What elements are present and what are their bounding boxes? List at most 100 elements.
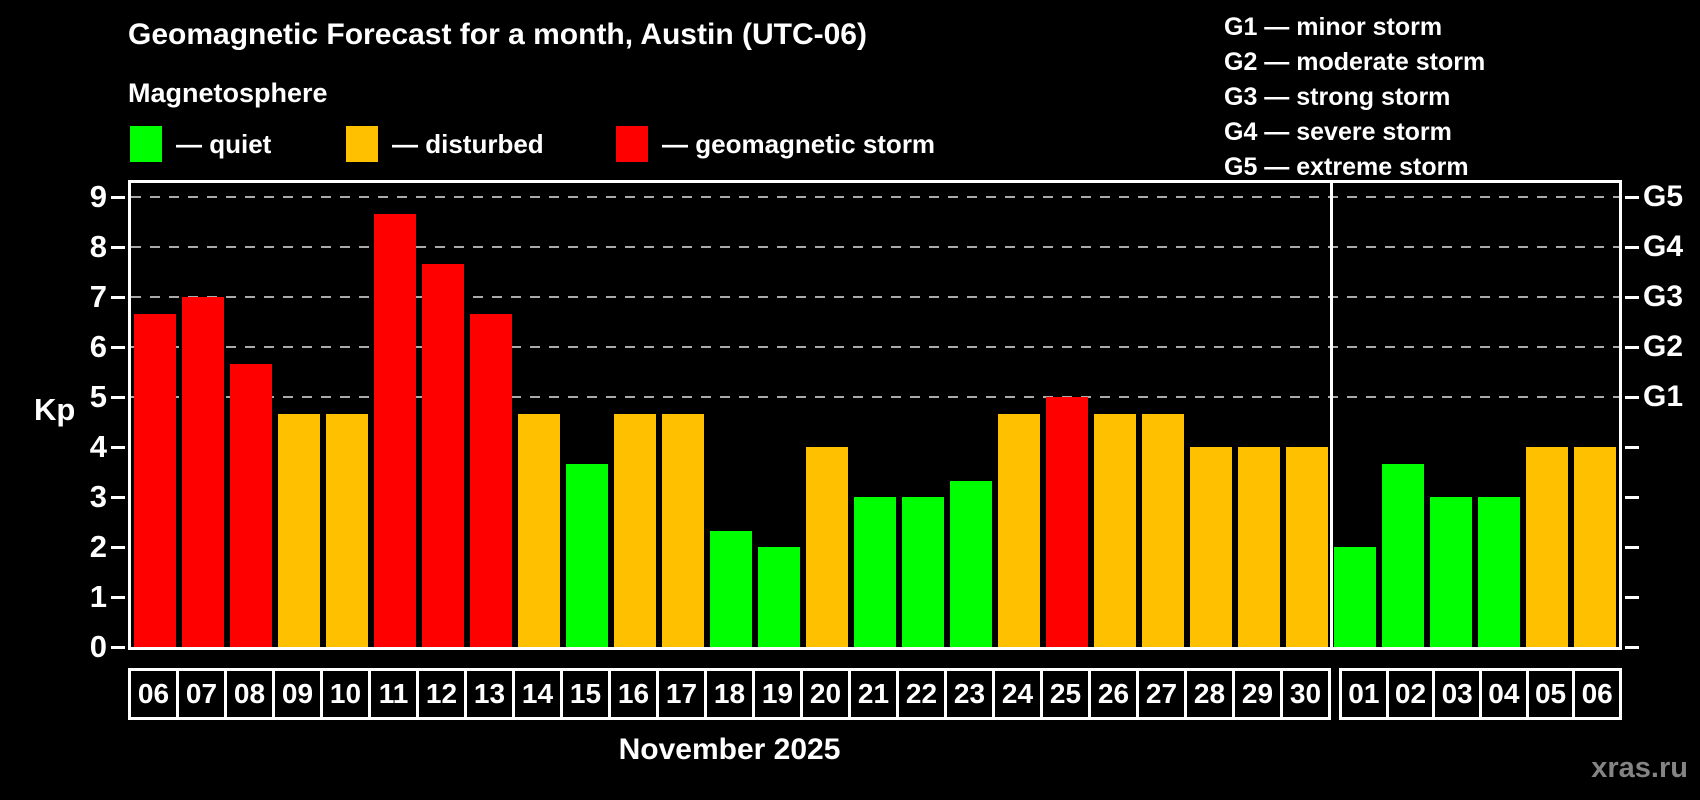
y-axis-tick-left-5 bbox=[111, 395, 125, 399]
day-label-dec-04: 04 bbox=[1479, 668, 1529, 720]
kp-bar-day-10 bbox=[326, 413, 368, 647]
day-label-nov-30: 30 bbox=[1280, 668, 1331, 720]
g-legend-line-g4: G4 — severe storm bbox=[1224, 118, 1452, 146]
day-label-dec-05: 05 bbox=[1525, 668, 1576, 720]
g-legend-line-g5: G5 — extreme storm bbox=[1224, 153, 1469, 181]
y-axis-label-2: 2 bbox=[89, 529, 107, 564]
day-label-nov-25: 25 bbox=[1040, 668, 1091, 720]
kp-bar-day-18 bbox=[710, 530, 752, 647]
g-axis-label-g4: G4 bbox=[1643, 230, 1684, 263]
y-axis-tick-right-3 bbox=[1625, 495, 1639, 499]
y-axis-tick-left-7 bbox=[111, 295, 125, 299]
kp-bar-day-17 bbox=[662, 413, 704, 647]
y-axis-label-8: 8 bbox=[89, 229, 107, 264]
g-axis-label-g3: G3 bbox=[1643, 280, 1684, 313]
day-label-nov-24: 24 bbox=[992, 668, 1043, 720]
kp-bar-day-29 bbox=[1238, 447, 1280, 647]
y-axis-tick-left-3 bbox=[111, 495, 125, 499]
kp-bar-day-07 bbox=[182, 297, 224, 647]
kp-bar-day-16 bbox=[614, 413, 656, 647]
day-label-row-november: 06 07 08 09 10 11 12 13 14 15 16 17 18 19 20 21 22 23 24 25… bbox=[128, 668, 1331, 720]
kp-bar-day-21 bbox=[854, 497, 896, 647]
kp-bar-day-12 bbox=[422, 263, 464, 647]
day-label-nov-29: 29 bbox=[1232, 668, 1283, 720]
month-separator bbox=[1329, 183, 1333, 647]
kp-bar-day-26 bbox=[1094, 413, 1136, 647]
legend-item-disturbed: — disturbed bbox=[346, 126, 544, 162]
page-title: Geomagnetic Forecast for a month, Austin… bbox=[128, 18, 867, 51]
y-axis-label-3: 3 bbox=[89, 479, 107, 514]
kp-bar-day-30 bbox=[1286, 447, 1328, 647]
day-label-dec-03: 03 bbox=[1432, 668, 1483, 720]
y-axis-label-0: 0 bbox=[89, 629, 107, 664]
kp-bar-day-11 bbox=[374, 213, 416, 647]
y-axis-tick-left-6 bbox=[111, 345, 125, 349]
y-axis-label-5: 5 bbox=[89, 379, 107, 414]
storm-color-swatch bbox=[616, 126, 648, 162]
y-axis-tick-left-2 bbox=[111, 545, 125, 549]
g-scale-legend: G1 — minor storm G2 — moderate storm G3 … bbox=[1224, 10, 1485, 185]
day-label-nov-27: 27 bbox=[1136, 668, 1187, 720]
day-label-nov-07: 07 bbox=[176, 668, 227, 720]
kp-bar-chart: 0 1 2 3 4 5 6 7 8 9 G1 G2 G3 G4 G5 bbox=[90, 179, 1683, 664]
day-label-nov-20: 20 bbox=[800, 668, 851, 720]
kp-bar-day-27 bbox=[1142, 413, 1184, 647]
kp-bar-day-01 bbox=[1334, 547, 1376, 647]
disturbed-color-swatch bbox=[346, 126, 378, 162]
day-label-nov-06: 06 bbox=[128, 668, 179, 720]
gridline-kp-8 bbox=[131, 246, 1619, 248]
g-axis-label-g1: G1 bbox=[1643, 380, 1684, 413]
y-axis-tick-left-1 bbox=[111, 595, 125, 599]
y-axis-label-4: 4 bbox=[89, 429, 107, 464]
month-label: November 2025 bbox=[618, 733, 841, 766]
y-axis-label-1: 1 bbox=[89, 579, 107, 614]
day-label-dec-06: 06 bbox=[1572, 668, 1623, 720]
kp-bar-day-24 bbox=[998, 413, 1040, 647]
day-label-nov-09: 09 bbox=[272, 668, 323, 720]
legend-label-disturbed: — disturbed bbox=[392, 128, 544, 159]
g-legend-line-g1: G1 — minor storm bbox=[1224, 13, 1443, 41]
kp-bar-day-06 bbox=[134, 313, 176, 647]
legend-label-quiet: — quiet bbox=[176, 128, 272, 159]
gridline-kp-5 bbox=[131, 396, 1619, 398]
day-label-nov-10: 10 bbox=[320, 668, 371, 720]
kp-bar-day-06 bbox=[1574, 447, 1616, 647]
day-label-nov-14: 14 bbox=[512, 668, 563, 720]
y-axis-tick-right-4 bbox=[1625, 445, 1639, 449]
kp-bar-day-23 bbox=[950, 480, 992, 647]
day-label-row-december: 01 02 03 04 05 06 bbox=[1339, 668, 1623, 720]
day-label-nov-17: 17 bbox=[656, 668, 707, 720]
day-label-nov-19: 19 bbox=[752, 668, 803, 720]
day-label-nov-15: 15 bbox=[560, 668, 611, 720]
kp-bar-day-15 bbox=[566, 463, 608, 647]
y-axis-title: Kp bbox=[34, 392, 76, 427]
kp-bar-day-04 bbox=[1478, 497, 1520, 647]
day-label-nov-22: 22 bbox=[896, 668, 947, 720]
kp-bar-day-22 bbox=[902, 497, 944, 647]
quiet-color-swatch bbox=[130, 126, 162, 162]
y-axis-label-6: 6 bbox=[89, 329, 107, 364]
y-axis-label-9: 9 bbox=[89, 179, 107, 214]
y-axis-tick-left-8 bbox=[111, 245, 125, 249]
day-label-nov-12: 12 bbox=[416, 668, 467, 720]
day-label-nov-16: 16 bbox=[608, 668, 659, 720]
y-axis-tick-left-9 bbox=[111, 195, 125, 199]
day-label-nov-08: 08 bbox=[224, 668, 275, 720]
kp-bar-day-05 bbox=[1526, 447, 1568, 647]
kp-bar-day-25 bbox=[1046, 397, 1088, 647]
day-label-nov-26: 26 bbox=[1088, 668, 1139, 720]
kp-bar-day-28 bbox=[1190, 447, 1232, 647]
y-axis-tick-left-4 bbox=[111, 445, 125, 449]
day-label-dec-01: 01 bbox=[1339, 668, 1389, 720]
g-legend-line-g3: G3 — strong storm bbox=[1224, 83, 1451, 111]
kp-bar-day-02 bbox=[1382, 463, 1424, 647]
y-axis-tick-right-8 bbox=[1625, 245, 1639, 249]
gridline-kp-9 bbox=[131, 196, 1619, 198]
legend-item-quiet: — quiet bbox=[130, 126, 271, 162]
y-axis-label-7: 7 bbox=[89, 279, 107, 314]
gridline-kp-7 bbox=[131, 296, 1619, 298]
kp-bar-day-19 bbox=[758, 547, 800, 647]
y-axis-tick-right-7 bbox=[1625, 295, 1639, 299]
day-label-nov-21: 21 bbox=[848, 668, 899, 720]
